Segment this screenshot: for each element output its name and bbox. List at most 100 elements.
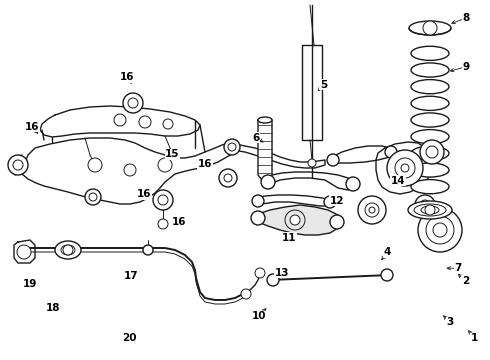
Text: 15: 15 [165,149,180,159]
Ellipse shape [411,146,449,161]
Ellipse shape [258,117,272,123]
Circle shape [285,210,305,230]
Text: 16: 16 [197,159,212,169]
Circle shape [158,195,168,205]
Text: 11: 11 [282,233,296,243]
Polygon shape [330,146,393,163]
Circle shape [415,195,435,215]
Text: 20: 20 [122,333,137,343]
Circle shape [124,164,136,176]
Circle shape [426,146,438,158]
Text: 13: 13 [274,268,289,278]
Circle shape [346,177,360,191]
Circle shape [224,139,240,155]
Circle shape [426,216,454,244]
Circle shape [385,146,397,158]
Text: 1: 1 [471,333,478,343]
Circle shape [251,211,265,225]
Polygon shape [255,205,340,235]
Ellipse shape [408,201,452,219]
Circle shape [308,159,316,167]
Circle shape [89,193,97,201]
Text: 5: 5 [320,80,327,90]
Circle shape [158,219,168,229]
Circle shape [114,114,126,126]
Circle shape [219,169,237,187]
Circle shape [418,208,462,252]
Text: 3: 3 [446,317,453,327]
Polygon shape [258,120,272,180]
Ellipse shape [411,180,449,194]
Circle shape [255,268,265,278]
Text: 17: 17 [124,271,139,282]
Circle shape [63,245,73,255]
Text: 4: 4 [383,247,391,257]
Polygon shape [255,195,332,206]
Circle shape [8,155,28,175]
Circle shape [420,200,430,210]
Circle shape [381,269,393,281]
Text: 12: 12 [330,196,344,206]
Text: 6: 6 [252,132,259,143]
Text: 16: 16 [137,189,152,199]
Polygon shape [376,142,432,194]
Text: 2: 2 [462,276,469,286]
Circle shape [88,158,102,172]
Circle shape [158,158,172,172]
Circle shape [128,98,138,108]
Circle shape [420,140,444,164]
Circle shape [387,150,423,186]
Circle shape [13,160,23,170]
Polygon shape [302,45,322,140]
Ellipse shape [421,206,439,214]
Circle shape [433,223,447,237]
Circle shape [153,190,173,210]
Circle shape [395,158,415,178]
Text: 7: 7 [454,263,462,273]
Circle shape [85,189,101,205]
Text: 14: 14 [391,176,405,186]
Text: 16: 16 [172,217,186,228]
Text: 9: 9 [463,62,470,72]
Circle shape [139,116,151,128]
Polygon shape [228,143,325,168]
Ellipse shape [411,46,449,60]
Ellipse shape [411,63,449,77]
Ellipse shape [411,113,449,127]
Circle shape [267,274,279,286]
Text: 18: 18 [46,303,60,313]
Ellipse shape [55,241,81,259]
Circle shape [327,154,339,166]
Text: 19: 19 [23,279,38,289]
Circle shape [358,196,386,224]
Ellipse shape [61,245,75,255]
Text: 16: 16 [120,72,135,82]
Circle shape [401,164,409,172]
Circle shape [123,93,143,113]
Ellipse shape [411,96,449,111]
Polygon shape [40,106,200,137]
Circle shape [252,195,264,207]
Circle shape [228,143,236,151]
Ellipse shape [409,21,451,35]
Ellipse shape [414,204,446,216]
Circle shape [425,205,435,215]
Text: 8: 8 [463,13,470,23]
Text: 16: 16 [24,122,39,132]
Circle shape [17,245,31,259]
Circle shape [423,21,437,35]
Ellipse shape [411,130,449,144]
Circle shape [224,174,232,182]
Circle shape [365,203,379,217]
Polygon shape [22,138,235,204]
Circle shape [143,245,153,255]
Circle shape [163,119,173,129]
Circle shape [290,215,300,225]
Circle shape [330,215,344,229]
Circle shape [369,207,375,213]
Ellipse shape [411,80,449,94]
Polygon shape [14,240,35,263]
Circle shape [241,289,251,299]
Ellipse shape [411,163,449,177]
Polygon shape [265,172,355,190]
